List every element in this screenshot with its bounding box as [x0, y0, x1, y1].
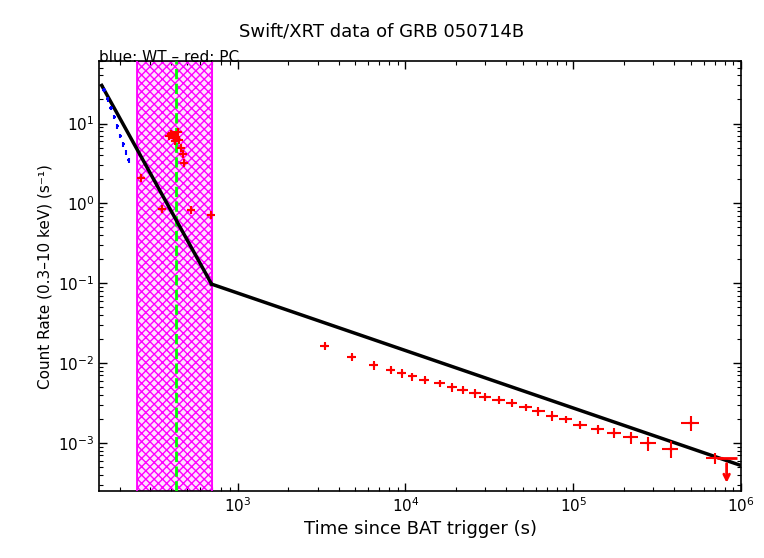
Bar: [137, 61, 212, 491]
Bar: [137, 61, 212, 491]
X-axis label: Time since BAT trigger (s): Time since BAT trigger (s): [304, 520, 536, 538]
Text: Swift/XRT data of GRB 050714B: Swift/XRT data of GRB 050714B: [239, 22, 525, 40]
Y-axis label: Count Rate (0.3–10 keV) (s⁻¹): Count Rate (0.3–10 keV) (s⁻¹): [37, 163, 53, 389]
Text: blue: WT – red: PC: blue: WT – red: PC: [99, 50, 239, 65]
